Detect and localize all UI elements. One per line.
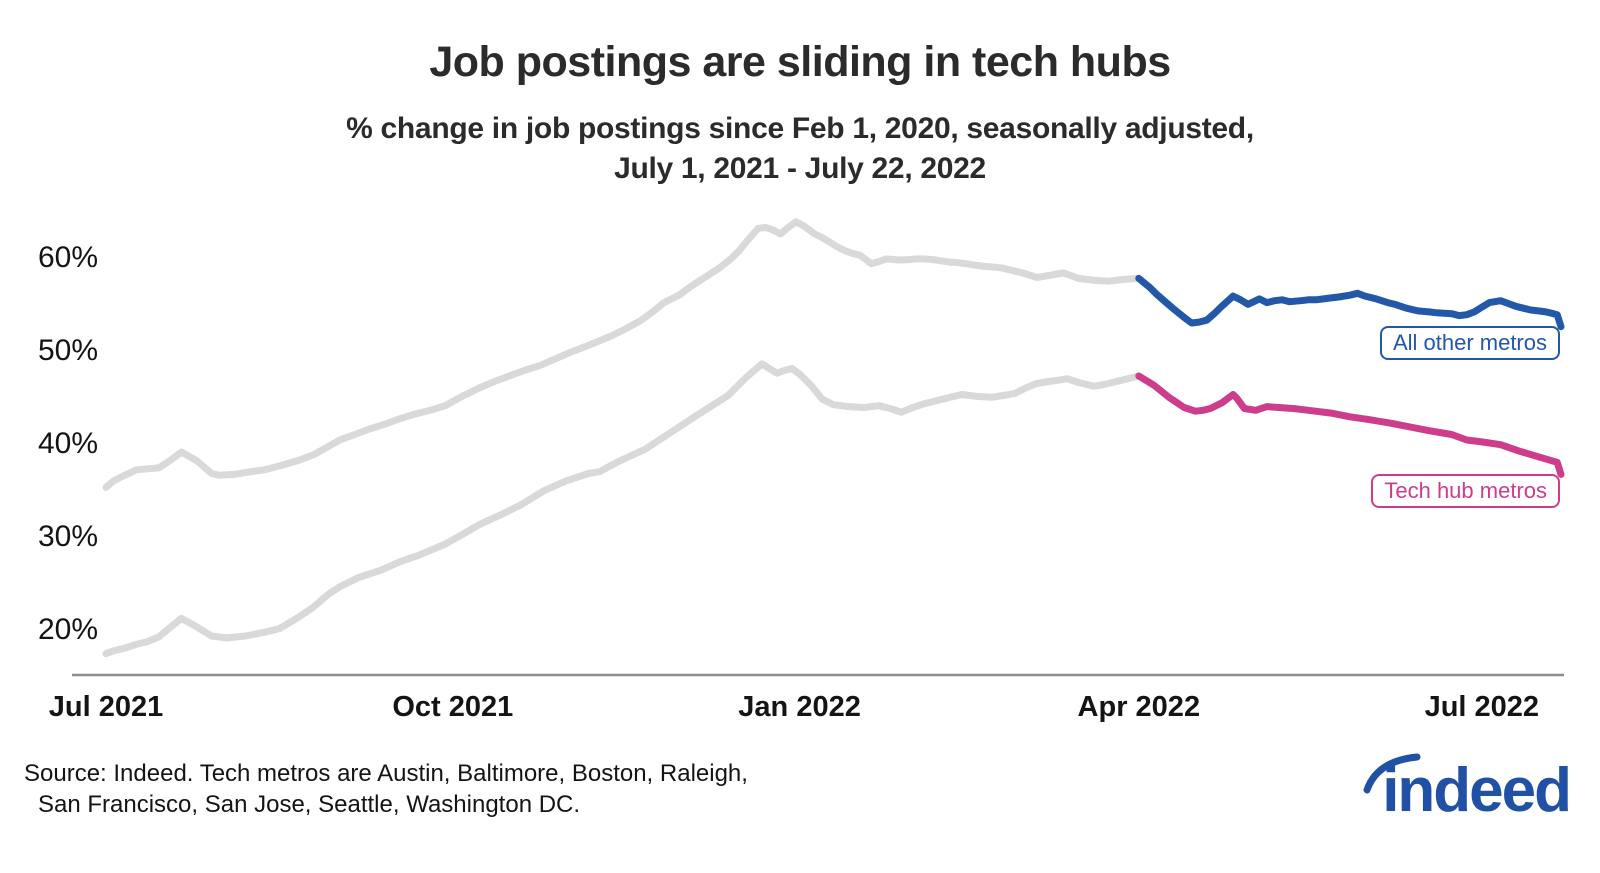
series-all-other-metros-line-history <box>102 218 1143 491</box>
series-label-all-other-metros: All other metros <box>1379 326 1560 360</box>
x-tick-label: Jul 2021 <box>48 691 164 723</box>
x-tick-label: Jul 2022 <box>1424 691 1540 723</box>
x-tick-label: Jan 2022 <box>738 691 861 723</box>
source-note-line2: San Francisco, San Jose, Seattle, Washin… <box>38 791 581 818</box>
chart-subtitle-line1: % change in job postings since Feb 1, 20… <box>346 112 1254 145</box>
series-label-tech-hub-metros: Tech hub metros <box>1371 474 1560 508</box>
chart-subtitle-line2: July 1, 2021 - July 22, 2022 <box>614 152 986 185</box>
series-all-other-metros-line-highlight <box>1135 274 1565 331</box>
x-tick-label: Oct 2021 <box>392 691 514 723</box>
y-tick-label: 50% <box>37 333 98 367</box>
y-tick-label: 20% <box>37 612 98 646</box>
series-tech-hub-metros-line-highlight <box>1135 372 1565 478</box>
x-tick-label: Apr 2022 <box>1077 691 1201 723</box>
series-tech-hub-metros-line-history <box>102 360 1143 658</box>
chart-title: Job postings are sliding in tech hubs <box>429 38 1171 86</box>
y-tick-label: 60% <box>37 241 98 274</box>
source-note-line1: Source: Indeed. Tech metros are Austin, … <box>24 760 748 787</box>
indeed-logo: indeed <box>1355 753 1572 836</box>
indeed-logo-arc-icon <box>1363 753 1421 794</box>
y-tick-label: 30% <box>37 519 98 553</box>
indeed-logo-text: indeed <box>1382 756 1572 825</box>
y-tick-label: 40% <box>37 426 98 460</box>
